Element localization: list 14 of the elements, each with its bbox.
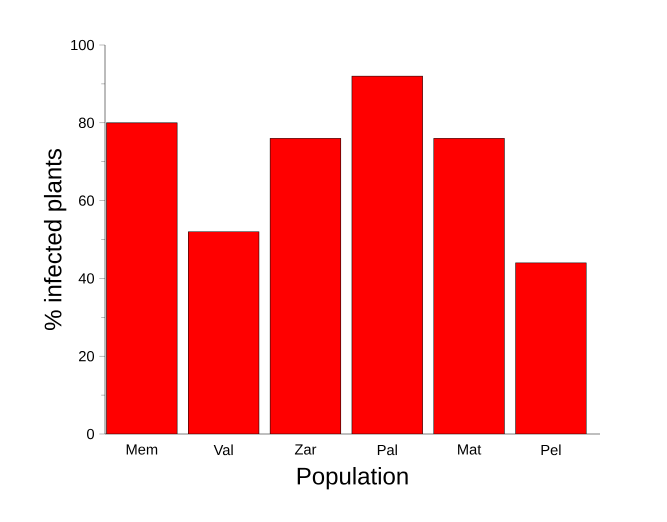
x-tick-label: Val [214, 444, 233, 456]
x-tick-label: Zar [294, 444, 316, 455]
x-tick-label: Pel [542, 444, 561, 456]
x-tick-label: Pal [378, 444, 397, 456]
x-tick-label: Mem [126, 444, 158, 455]
x-tick-label: Mat [458, 444, 482, 455]
y-tick-label: 60 [79, 195, 94, 206]
y-tick-label: 40 [78, 273, 94, 284]
y-tick-label: 20 [79, 351, 94, 362]
x-axis-title: Population [298, 466, 408, 490]
y-tick-label: 0 [87, 428, 94, 440]
y-tick-label: 100 [71, 40, 94, 50]
y-tick-label: 80 [78, 118, 94, 128]
y-axis-title: % infected plants [44, 149, 66, 330]
